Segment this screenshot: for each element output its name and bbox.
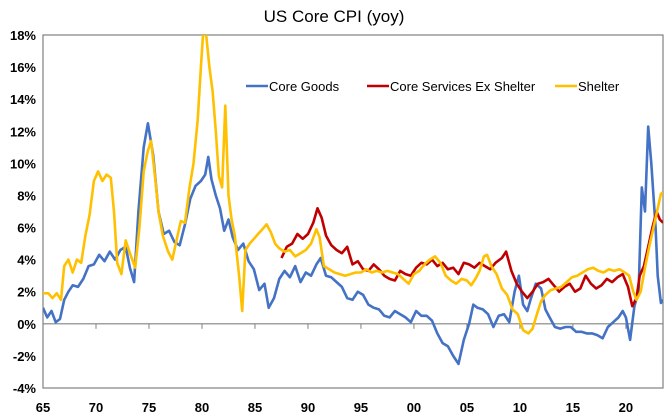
- y-tick-label: 2%: [17, 285, 36, 300]
- chart-title: US Core CPI (yoy): [264, 7, 405, 26]
- series-line-core-services-ex-shelter: [280, 207, 663, 308]
- x-tick-label: 70: [89, 400, 103, 415]
- y-tick-label: -4%: [13, 381, 37, 396]
- x-tick-label: 15: [566, 400, 580, 415]
- y-tick-label: 12%: [10, 124, 36, 139]
- series-line-shelter: [43, 35, 663, 335]
- x-tick-label: 75: [142, 400, 156, 415]
- x-tick-label: 80: [195, 400, 209, 415]
- x-tick-label: 85: [248, 400, 262, 415]
- y-tick-label: 0%: [17, 317, 36, 332]
- x-tick-label: 90: [301, 400, 315, 415]
- x-tick-label: 65: [36, 400, 50, 415]
- x-tick-label: 05: [460, 400, 474, 415]
- plot-area: [42, 34, 664, 389]
- x-tick-label: 95: [354, 400, 368, 415]
- y-tick-label: 4%: [17, 253, 36, 268]
- legend: Core Goods Core Services Ex Shelter Shelte…: [246, 79, 620, 94]
- legend-label: Core Goods: [269, 79, 340, 94]
- y-tick-label: 16%: [10, 60, 36, 75]
- legend-label: Shelter: [578, 79, 620, 94]
- y-tick-label: 6%: [17, 221, 36, 236]
- y-tick-label: 10%: [10, 156, 36, 171]
- y-tick-label: 18%: [10, 28, 36, 43]
- x-tick-label: 10: [513, 400, 527, 415]
- y-tick-label: -2%: [13, 349, 37, 364]
- x-tick-label: 20: [619, 400, 633, 415]
- y-tick-label: 8%: [17, 188, 36, 203]
- series-line-core-goods: [43, 122, 663, 366]
- x-tick-label: 00: [407, 400, 421, 415]
- y-tick-label: 14%: [10, 92, 36, 107]
- legend-label: Core Services Ex Shelter: [390, 79, 536, 94]
